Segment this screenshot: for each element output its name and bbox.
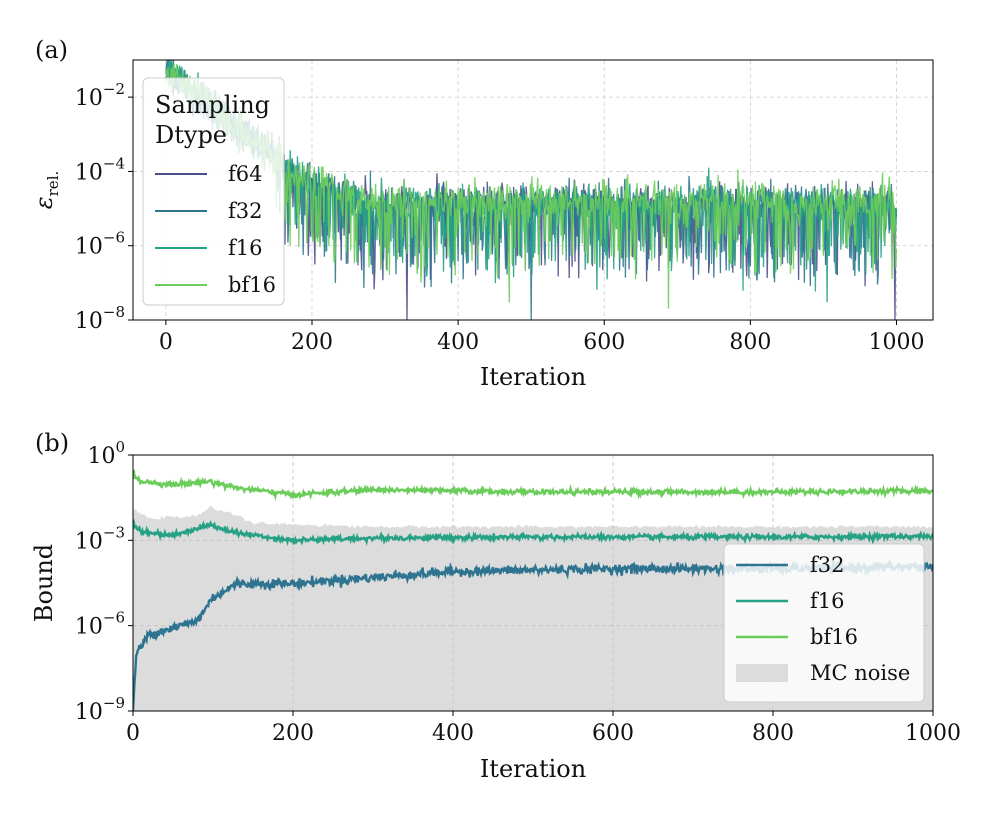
y-tick-exp: −4 xyxy=(103,154,125,172)
y-axis-label-main: ε xyxy=(30,196,58,209)
legend-label-f32: f32 xyxy=(810,553,845,577)
legend-swatch-mc-noise xyxy=(736,664,788,682)
y-axis-label-sub: rel. xyxy=(44,171,62,197)
legend-title-line1: Sampling xyxy=(155,91,270,119)
x-tick-label: 200 xyxy=(291,330,333,355)
panel-label-a: (a) xyxy=(35,36,68,64)
y-tick-exp: −8 xyxy=(103,303,125,321)
y-tick-exp: −6 xyxy=(103,609,125,627)
series-line-f32 xyxy=(165,60,898,320)
panel-label-b: (b) xyxy=(35,429,69,457)
legend-label-f16: f16 xyxy=(228,236,263,260)
legend-label-MC-noise: MC noise xyxy=(810,661,910,685)
y-tick-label: 10−3 xyxy=(75,523,125,554)
x-tick-label: 600 xyxy=(592,721,634,746)
legend-b: f32 f16 bf16 MC noise xyxy=(723,543,925,703)
x-tick-label: 200 xyxy=(272,721,314,746)
y-tick-exp: −6 xyxy=(103,229,125,247)
y-tick-base: 10 xyxy=(75,160,103,185)
y-tick-label: 10−8 xyxy=(75,303,125,334)
legend-title-line2: Dtype xyxy=(155,121,227,149)
panel-a-series xyxy=(165,60,898,320)
y-tick-label: 10−4 xyxy=(75,154,125,185)
y-tick-base: 10 xyxy=(87,444,115,469)
legend-box-b xyxy=(723,543,925,703)
legend-label-f32: f32 xyxy=(228,199,263,223)
legend-label-f64: f64 xyxy=(228,162,263,186)
y-tick-base: 10 xyxy=(75,529,103,554)
y-axis-label: Bound xyxy=(30,544,58,622)
panel-a: 0 200 400 600 800 100010−810−610−410−2Iterati… xyxy=(30,36,934,391)
x-tick-label: 400 xyxy=(437,330,479,355)
x-tick-label: 800 xyxy=(752,721,794,746)
x-tick-label: 1000 xyxy=(905,721,961,746)
y-axis-label: εrel. xyxy=(30,171,62,210)
axes-frame-a xyxy=(132,59,934,321)
y-tick-base: 10 xyxy=(75,309,103,334)
y-tick-label: 10−6 xyxy=(75,609,125,640)
y-tick-exp: −3 xyxy=(103,523,125,541)
y-tick-exp: −9 xyxy=(103,694,125,712)
x-tick-label: 0 xyxy=(159,330,173,355)
y-tick-base: 10 xyxy=(75,235,103,260)
legend-label-bf16: bf16 xyxy=(810,625,858,649)
y-tick-label: 10−2 xyxy=(75,80,125,111)
y-tick-exp: −2 xyxy=(103,80,125,98)
legend-label-f16: f16 xyxy=(810,589,845,613)
legend-label-bf16: bf16 xyxy=(228,273,276,297)
x-tick-label: 800 xyxy=(729,330,771,355)
panel-b: 0 200 400 600 800 100010−910−610−3100Iteratio… xyxy=(30,429,961,783)
series-line-bf16 xyxy=(165,62,898,309)
series-line-bf16 xyxy=(133,469,933,501)
y-tick-base: 10 xyxy=(75,86,103,111)
x-tick-label: 0 xyxy=(126,721,140,746)
y-tick-base: 10 xyxy=(75,615,103,640)
y-tick-base: 10 xyxy=(75,700,103,725)
y-tick-label: 10−6 xyxy=(75,229,125,260)
x-axis-label: Iteration xyxy=(480,755,586,783)
x-axis-label: Iteration xyxy=(480,363,586,391)
x-tick-label: 1000 xyxy=(868,330,924,355)
series-line-f16 xyxy=(133,518,933,547)
x-tick-label: 400 xyxy=(432,721,474,746)
y-tick-label: 10−9 xyxy=(75,694,125,725)
y-tick-label: 100 xyxy=(87,438,125,469)
axes-frame-b xyxy=(132,454,934,712)
x-tick-label: 600 xyxy=(583,330,625,355)
y-tick-exp: 0 xyxy=(115,438,125,456)
